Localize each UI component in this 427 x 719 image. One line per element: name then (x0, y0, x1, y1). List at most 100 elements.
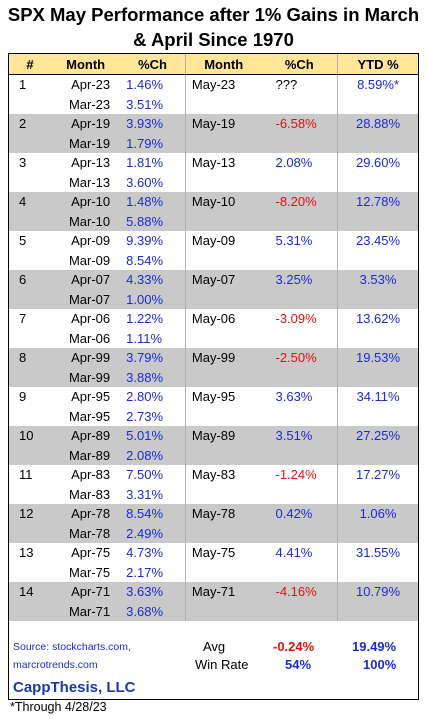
april-change-cell: 3.63% (120, 582, 186, 602)
april-change-cell: 4.73% (120, 543, 186, 563)
blank-cell (185, 329, 261, 349)
row-number-blank (9, 601, 52, 621)
blank-cell (185, 95, 261, 115)
blank-cell (185, 445, 262, 465)
table-row: 11 Apr-83 7.50% May-83 -1.24% 17.27% (9, 465, 418, 485)
table-row: 7 Apr-06 1.22% May-06 -3.09% 13.62% (9, 309, 418, 329)
row-number-blank (9, 173, 51, 193)
table-row: Mar-89 2.08% (9, 445, 418, 465)
march-change-cell: 1.00% (120, 289, 186, 309)
march-change-cell: 2.17% (120, 562, 186, 582)
blank-cell (337, 133, 418, 153)
header-change-2: %Ch (261, 54, 339, 75)
row-number-blank (9, 563, 51, 583)
table-header-row: # Month %Ch Month %Ch YTD % (9, 54, 418, 75)
blank-cell (337, 445, 418, 465)
blank-cell (261, 133, 339, 153)
blank-cell (337, 289, 418, 309)
may-change-cell: -1.24% (261, 465, 339, 485)
april-month-cell: Apr-89 (51, 426, 121, 446)
row-number-blank (9, 407, 51, 427)
table-row: Mar-83 3.31% (9, 484, 418, 505)
april-change-cell: 3.79% (120, 348, 186, 368)
may-change-cell: 3.51% (261, 426, 339, 446)
avg-label: Avg (203, 639, 226, 654)
april-change-cell: 1.22% (120, 309, 186, 329)
header-change-1: %Ch (120, 54, 186, 75)
april-month-cell: Apr-75 (71, 545, 111, 561)
april-month-cell: Apr-83 (71, 467, 111, 483)
table-body: 1 Apr-23 1.46% May-23??? 8.59%* Mar-23 3.51% 2 A… (9, 74, 418, 621)
blank-cell (337, 211, 418, 231)
performance-table-box: # Month %Ch Month %Ch YTD % 1 Apr-23 1.46%… (8, 53, 419, 700)
may-month-cell: May-83 (191, 467, 236, 483)
blank-cell (337, 367, 418, 387)
table-row: 4 Apr-10 1.48% May-10 -8.20% 12.78% (9, 192, 418, 212)
performance-table: # Month %Ch Month %Ch YTD % 1 Apr-23 1.46%… (9, 54, 418, 621)
march-month-cell: Mar-78 (51, 523, 121, 543)
april-change-cell: 1.81% (120, 153, 186, 173)
may-month-cell: May-06 (191, 311, 236, 327)
table-row: Mar-23 3.51% (9, 94, 418, 115)
may-month-cell: May-19 (185, 114, 262, 134)
row-number: 8 (9, 348, 52, 368)
ytd-cell: 3.53% (337, 270, 418, 290)
march-month-cell: Mar-06 (68, 330, 111, 346)
header-ytd: YTD % (337, 54, 418, 75)
blank-cell (338, 485, 418, 505)
april-month-cell: Apr-99 (51, 348, 121, 368)
april-change-cell: 1.46% (120, 74, 186, 95)
table-row: Mar-13 3.60% (9, 172, 418, 193)
april-change-cell: 2.80% (120, 387, 186, 407)
may-change-cell: 4.41% (261, 543, 339, 563)
april-month-cell: Apr-07 (51, 270, 121, 290)
blank-cell (261, 328, 339, 348)
row-number-blank (9, 95, 51, 115)
may-change-cell: 5.31% (261, 231, 339, 251)
row-number: 3 (19, 155, 27, 171)
may-change-cell: 3.25% (261, 270, 339, 290)
blank-cell (338, 563, 418, 583)
ytd-cell: 19.53% (337, 348, 418, 368)
march-change-cell: 5.88% (120, 211, 186, 231)
avg-ytd-value: 19.49% (352, 639, 397, 654)
march-month-cell: Mar-95 (68, 408, 111, 424)
april-month-cell: Apr-78 (51, 504, 121, 524)
row-number-blank (9, 289, 52, 309)
table-row: Mar-71 3.68% (9, 601, 418, 621)
blank-cell (261, 406, 339, 426)
march-month-cell: Mar-71 (51, 601, 121, 621)
march-change-cell: 1.11% (120, 328, 186, 348)
table-row: Mar-95 2.73% (9, 406, 418, 427)
march-change-cell: 3.51% (120, 94, 186, 114)
may-month-cell: May-78 (185, 504, 262, 524)
march-change-cell: 3.68% (120, 601, 186, 621)
table-row: 9 Apr-95 2.80% May-95 3.63% 34.11% (9, 387, 418, 407)
blank-cell (261, 94, 339, 114)
title-line-2: & April Since 1970 (133, 29, 294, 50)
blank-cell (185, 563, 261, 583)
may-change-cell: ??? (261, 74, 339, 95)
march-month-cell: Mar-23 (68, 96, 111, 112)
table-row: Mar-10 5.88% (9, 211, 418, 231)
footnote: *Through 4/28/23 (10, 700, 107, 714)
row-number: 1 (19, 77, 27, 93)
april-month-cell: Apr-19 (51, 114, 121, 134)
row-number-blank (9, 133, 52, 153)
blank-cell (338, 407, 418, 427)
april-month-cell: Apr-09 (71, 233, 111, 249)
april-month-cell: Apr-06 (71, 311, 111, 327)
april-change-cell: 5.01% (120, 426, 186, 446)
may-month-cell: May-10 (185, 192, 262, 212)
row-number: 13 (19, 545, 34, 561)
march-month-cell: Mar-83 (68, 486, 111, 502)
may-month-cell: May-71 (185, 582, 262, 602)
row-number: 2 (9, 114, 52, 134)
blank-cell (185, 485, 261, 505)
april-month-cell: Apr-23 (71, 77, 111, 93)
header-month-2: Month (185, 54, 262, 75)
brand-name: CappThesis, LLC (13, 679, 136, 696)
may-month-cell: May-09 (191, 233, 236, 249)
may-change-cell: 3.63% (261, 387, 339, 407)
may-month-cell: May-07 (185, 270, 262, 290)
